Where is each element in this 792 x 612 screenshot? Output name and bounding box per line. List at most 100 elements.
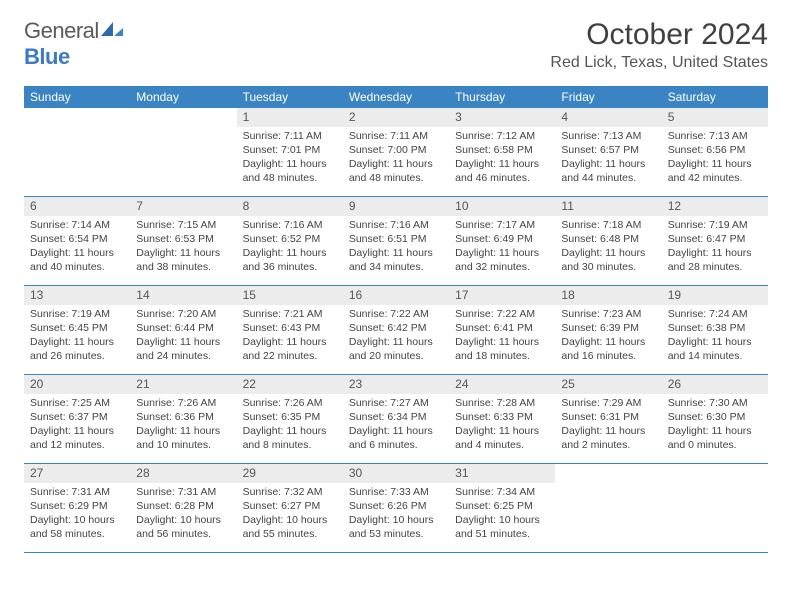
day-details: Sunrise: 7:17 AMSunset: 6:49 PMDaylight:… xyxy=(449,216,555,278)
sunrise-line: Sunrise: 7:11 AM xyxy=(349,129,443,143)
day-details: Sunrise: 7:15 AMSunset: 6:53 PMDaylight:… xyxy=(130,216,236,278)
daylight-line: Daylight: 11 hours and 34 minutes. xyxy=(349,246,443,274)
sunrise-line: Sunrise: 7:30 AM xyxy=(668,396,762,410)
sunset-line: Sunset: 6:38 PM xyxy=(668,321,762,335)
day-number: 9 xyxy=(343,197,449,216)
day-number: 11 xyxy=(555,197,661,216)
day-number: 5 xyxy=(662,108,768,127)
day-cell: 28Sunrise: 7:31 AMSunset: 6:28 PMDayligh… xyxy=(130,464,236,552)
day-details: Sunrise: 7:34 AMSunset: 6:25 PMDaylight:… xyxy=(449,483,555,545)
day-number: 7 xyxy=(130,197,236,216)
day-number: 26 xyxy=(662,375,768,394)
daylight-line: Daylight: 11 hours and 44 minutes. xyxy=(561,157,655,185)
day-cell: 24Sunrise: 7:28 AMSunset: 6:33 PMDayligh… xyxy=(449,375,555,463)
day-cell: 19Sunrise: 7:24 AMSunset: 6:38 PMDayligh… xyxy=(662,286,768,374)
brand-text: General Blue xyxy=(24,18,123,70)
daylight-line: Daylight: 11 hours and 42 minutes. xyxy=(668,157,762,185)
daylight-line: Daylight: 10 hours and 51 minutes. xyxy=(455,513,549,541)
week-row: 20Sunrise: 7:25 AMSunset: 6:37 PMDayligh… xyxy=(24,375,768,464)
day-cell: 13Sunrise: 7:19 AMSunset: 6:45 PMDayligh… xyxy=(24,286,130,374)
sunset-line: Sunset: 6:34 PM xyxy=(349,410,443,424)
daylight-line: Daylight: 11 hours and 14 minutes. xyxy=(668,335,762,363)
sunrise-line: Sunrise: 7:32 AM xyxy=(243,485,337,499)
day-cell: 11Sunrise: 7:18 AMSunset: 6:48 PMDayligh… xyxy=(555,197,661,285)
sunrise-line: Sunrise: 7:19 AM xyxy=(30,307,124,321)
day-cell: 27Sunrise: 7:31 AMSunset: 6:29 PMDayligh… xyxy=(24,464,130,552)
day-cell: 25Sunrise: 7:29 AMSunset: 6:31 PMDayligh… xyxy=(555,375,661,463)
day-number: 22 xyxy=(237,375,343,394)
day-details: Sunrise: 7:25 AMSunset: 6:37 PMDaylight:… xyxy=(24,394,130,456)
day-cell: 12Sunrise: 7:19 AMSunset: 6:47 PMDayligh… xyxy=(662,197,768,285)
day-header: Friday xyxy=(555,86,661,108)
day-details: Sunrise: 7:19 AMSunset: 6:45 PMDaylight:… xyxy=(24,305,130,367)
sunset-line: Sunset: 6:57 PM xyxy=(561,143,655,157)
daylight-line: Daylight: 11 hours and 40 minutes. xyxy=(30,246,124,274)
sunrise-line: Sunrise: 7:22 AM xyxy=(455,307,549,321)
sunrise-line: Sunrise: 7:26 AM xyxy=(136,396,230,410)
day-details: Sunrise: 7:22 AMSunset: 6:41 PMDaylight:… xyxy=(449,305,555,367)
day-cell: 20Sunrise: 7:25 AMSunset: 6:37 PMDayligh… xyxy=(24,375,130,463)
sunset-line: Sunset: 6:33 PM xyxy=(455,410,549,424)
sunset-line: Sunset: 6:30 PM xyxy=(668,410,762,424)
day-cell: 1Sunrise: 7:11 AMSunset: 7:01 PMDaylight… xyxy=(237,108,343,196)
day-number: 29 xyxy=(237,464,343,483)
day-number: 13 xyxy=(24,286,130,305)
day-cell: 21Sunrise: 7:26 AMSunset: 6:36 PMDayligh… xyxy=(130,375,236,463)
day-cell: 9Sunrise: 7:16 AMSunset: 6:51 PMDaylight… xyxy=(343,197,449,285)
day-cell: 16Sunrise: 7:22 AMSunset: 6:42 PMDayligh… xyxy=(343,286,449,374)
day-number: 16 xyxy=(343,286,449,305)
daylight-line: Daylight: 11 hours and 24 minutes. xyxy=(136,335,230,363)
day-number: 6 xyxy=(24,197,130,216)
sunrise-line: Sunrise: 7:11 AM xyxy=(243,129,337,143)
day-cell: 5Sunrise: 7:13 AMSunset: 6:56 PMDaylight… xyxy=(662,108,768,196)
day-cell: 31Sunrise: 7:34 AMSunset: 6:25 PMDayligh… xyxy=(449,464,555,552)
sunset-line: Sunset: 6:42 PM xyxy=(349,321,443,335)
day-header: Sunday xyxy=(24,86,130,108)
day-number: 2 xyxy=(343,108,449,127)
sunset-line: Sunset: 6:29 PM xyxy=(30,499,124,513)
day-cell: 15Sunrise: 7:21 AMSunset: 6:43 PMDayligh… xyxy=(237,286,343,374)
empty-cell xyxy=(24,108,130,196)
day-cell: 3Sunrise: 7:12 AMSunset: 6:58 PMDaylight… xyxy=(449,108,555,196)
sunset-line: Sunset: 6:39 PM xyxy=(561,321,655,335)
daylight-line: Daylight: 10 hours and 53 minutes. xyxy=(349,513,443,541)
day-details: Sunrise: 7:31 AMSunset: 6:29 PMDaylight:… xyxy=(24,483,130,545)
day-details: Sunrise: 7:24 AMSunset: 6:38 PMDaylight:… xyxy=(662,305,768,367)
sunset-line: Sunset: 6:48 PM xyxy=(561,232,655,246)
day-details: Sunrise: 7:26 AMSunset: 6:35 PMDaylight:… xyxy=(237,394,343,456)
daylight-line: Daylight: 10 hours and 55 minutes. xyxy=(243,513,337,541)
daylight-line: Daylight: 11 hours and 22 minutes. xyxy=(243,335,337,363)
day-details: Sunrise: 7:16 AMSunset: 6:52 PMDaylight:… xyxy=(237,216,343,278)
day-cell: 2Sunrise: 7:11 AMSunset: 7:00 PMDaylight… xyxy=(343,108,449,196)
day-number: 27 xyxy=(24,464,130,483)
day-number: 30 xyxy=(343,464,449,483)
sunset-line: Sunset: 6:36 PM xyxy=(136,410,230,424)
day-details: Sunrise: 7:28 AMSunset: 6:33 PMDaylight:… xyxy=(449,394,555,456)
daylight-line: Daylight: 11 hours and 28 minutes. xyxy=(668,246,762,274)
sunrise-line: Sunrise: 7:17 AM xyxy=(455,218,549,232)
sunrise-line: Sunrise: 7:23 AM xyxy=(561,307,655,321)
day-header: Saturday xyxy=(662,86,768,108)
day-details: Sunrise: 7:20 AMSunset: 6:44 PMDaylight:… xyxy=(130,305,236,367)
day-details: Sunrise: 7:14 AMSunset: 6:54 PMDaylight:… xyxy=(24,216,130,278)
day-number: 28 xyxy=(130,464,236,483)
day-number: 14 xyxy=(130,286,236,305)
day-cell: 30Sunrise: 7:33 AMSunset: 6:26 PMDayligh… xyxy=(343,464,449,552)
day-cell: 14Sunrise: 7:20 AMSunset: 6:44 PMDayligh… xyxy=(130,286,236,374)
sunrise-line: Sunrise: 7:16 AM xyxy=(349,218,443,232)
day-details: Sunrise: 7:18 AMSunset: 6:48 PMDaylight:… xyxy=(555,216,661,278)
day-details: Sunrise: 7:27 AMSunset: 6:34 PMDaylight:… xyxy=(343,394,449,456)
day-details: Sunrise: 7:13 AMSunset: 6:57 PMDaylight:… xyxy=(555,127,661,189)
sunrise-line: Sunrise: 7:34 AM xyxy=(455,485,549,499)
daylight-line: Daylight: 11 hours and 26 minutes. xyxy=(30,335,124,363)
sunrise-line: Sunrise: 7:33 AM xyxy=(349,485,443,499)
day-header: Tuesday xyxy=(237,86,343,108)
day-cell: 23Sunrise: 7:27 AMSunset: 6:34 PMDayligh… xyxy=(343,375,449,463)
day-cell: 22Sunrise: 7:26 AMSunset: 6:35 PMDayligh… xyxy=(237,375,343,463)
day-details: Sunrise: 7:31 AMSunset: 6:28 PMDaylight:… xyxy=(130,483,236,545)
day-number: 23 xyxy=(343,375,449,394)
day-details: Sunrise: 7:16 AMSunset: 6:51 PMDaylight:… xyxy=(343,216,449,278)
daylight-line: Daylight: 11 hours and 6 minutes. xyxy=(349,424,443,452)
sunrise-line: Sunrise: 7:12 AM xyxy=(455,129,549,143)
day-details: Sunrise: 7:12 AMSunset: 6:58 PMDaylight:… xyxy=(449,127,555,189)
